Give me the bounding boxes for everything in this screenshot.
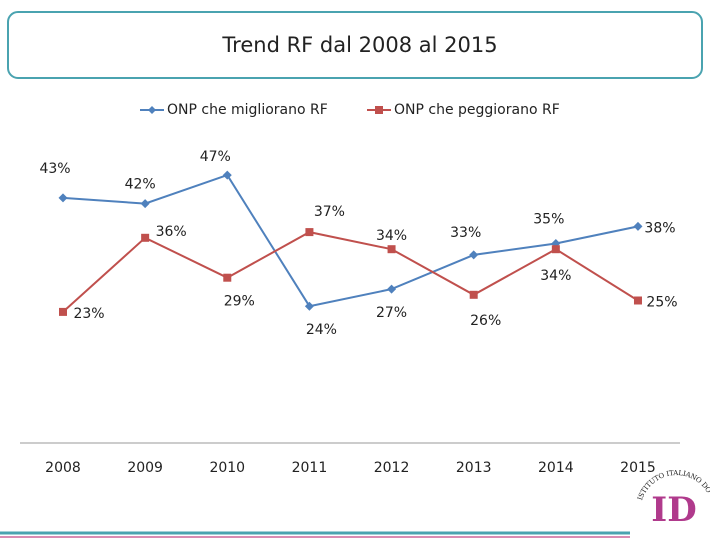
data-label: 34% [376, 228, 407, 244]
marker [140, 199, 150, 209]
marker [222, 170, 232, 180]
x-tick-label: 2008 [45, 460, 81, 476]
x-tick-label: 2015 [620, 460, 656, 476]
marker [469, 250, 479, 260]
data-label: 38% [644, 220, 675, 236]
data-label: 27% [376, 305, 407, 321]
logo-mark: ID [651, 490, 696, 530]
legend-marker [375, 106, 383, 114]
legend-label: ONP che migliorano RF [167, 102, 328, 118]
x-tick-label: 2009 [127, 460, 163, 476]
marker [141, 233, 150, 242]
x-tick-label: 2013 [456, 460, 492, 476]
data-label: 42% [125, 177, 156, 193]
data-label: 34% [540, 268, 571, 284]
marker [59, 307, 67, 316]
marker [633, 221, 643, 231]
data-label: 35% [533, 212, 564, 228]
data-label: 26% [470, 313, 501, 329]
x-tick-label: 2012 [374, 460, 410, 476]
chart-title: Trend RF dal 2008 al 2015 [221, 33, 497, 57]
marker [58, 193, 68, 203]
data-label: 37% [314, 204, 345, 220]
data-label: 29% [224, 294, 255, 310]
legend-label: ONP che peggiorano RF [394, 102, 560, 118]
series-line [62, 173, 639, 308]
title-box [7, 11, 703, 79]
logo: ISTITUTO ITALIANO DO ID [636, 469, 710, 530]
data-label: 25% [646, 295, 677, 311]
legend-marker [148, 106, 156, 114]
data-label: 23% [73, 306, 104, 322]
data-label: 36% [156, 224, 187, 240]
data-label: 24% [306, 322, 337, 338]
x-tick-label: 2011 [292, 460, 328, 476]
marker [469, 290, 478, 299]
marker [223, 273, 232, 282]
data-label: 43% [39, 161, 70, 177]
x-tick-label: 2010 [209, 460, 245, 476]
marker [304, 301, 314, 311]
marker [305, 228, 314, 237]
x-tick-label: 2014 [538, 460, 574, 476]
marker [387, 245, 396, 254]
data-label: 33% [450, 225, 481, 241]
data-label: 47% [200, 149, 231, 165]
series-line [62, 231, 639, 313]
marker [633, 296, 642, 305]
marker [551, 245, 560, 254]
marker [387, 284, 397, 294]
